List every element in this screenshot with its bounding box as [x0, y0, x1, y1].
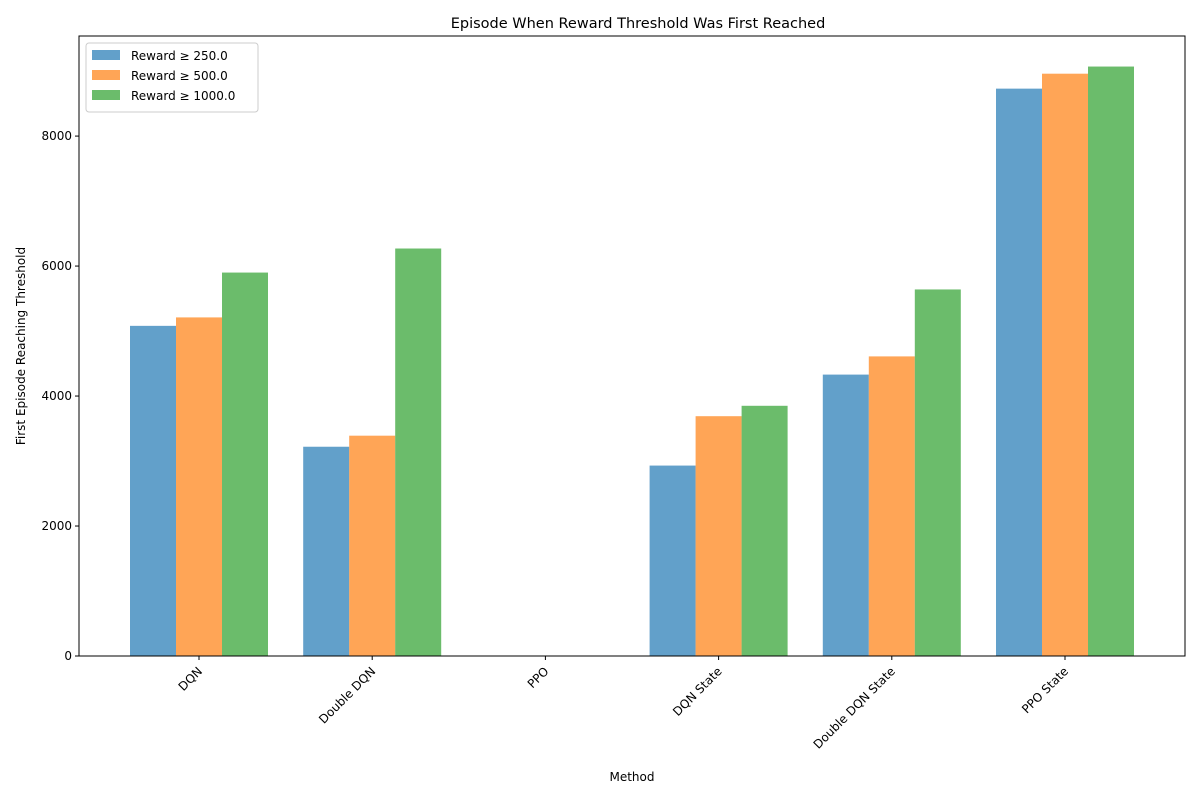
legend-swatch-1 [92, 70, 120, 80]
legend: Reward ≥ 250.0 Reward ≥ 500.0 Reward ≥ 100… [85, 42, 259, 113]
x-tick-label-2: PPO [525, 664, 552, 691]
bar-3-0 [649, 465, 696, 656]
legend-label-0: Reward ≥ 250.0 [131, 49, 228, 63]
legend-swatch-2 [92, 90, 120, 100]
y-tick-label-4: 8000 [41, 129, 72, 143]
x-tick-label-0: DQN [176, 664, 205, 693]
bar-0-1 [176, 317, 222, 656]
x-tick-label-3: DQN State [670, 664, 725, 719]
y-axis: 0 2000 4000 6000 8000 [41, 129, 79, 663]
bar-5-0 [996, 88, 1042, 657]
y-tick-label-3: 6000 [41, 259, 72, 273]
bar-1-2 [395, 248, 442, 656]
bar-4-2 [914, 289, 961, 656]
bar-0-2 [222, 272, 268, 656]
bar-5-2 [1088, 66, 1134, 657]
y-axis-label: First Episode Reaching Threshold [14, 247, 28, 445]
legend-label-1: Reward ≥ 500.0 [131, 69, 228, 83]
bar-1-0 [303, 446, 350, 656]
bar-4-0 [822, 374, 869, 656]
x-tick-label-5: PPO State [1019, 664, 1071, 716]
bar-3-1 [695, 416, 742, 656]
x-tick-label-1: Double DQN [316, 664, 378, 726]
y-tick-label-2: 4000 [41, 389, 72, 403]
y-tick-label-1: 2000 [41, 519, 72, 533]
legend-label-2: Reward ≥ 1000.0 [131, 89, 235, 103]
y-tick-label-0: 0 [64, 649, 72, 663]
legend-frame [85, 42, 259, 113]
bar-5-1 [1042, 73, 1088, 657]
bar-0-0 [130, 325, 176, 656]
bar-1-1 [349, 435, 396, 656]
legend-swatch-0 [92, 50, 120, 60]
chart-title: Episode When Reward Threshold Was First … [451, 16, 826, 32]
bar-3-2 [741, 405, 788, 656]
plot-frame [78, 35, 1186, 657]
x-axis: DQN Double DQN PPO DQN State Double DQN Stat… [176, 656, 1071, 752]
x-axis-label: Method [609, 770, 654, 784]
bar-4-1 [868, 356, 915, 656]
x-tick-label-4: Double DQN State [811, 664, 898, 751]
plot-area [130, 66, 1134, 657]
